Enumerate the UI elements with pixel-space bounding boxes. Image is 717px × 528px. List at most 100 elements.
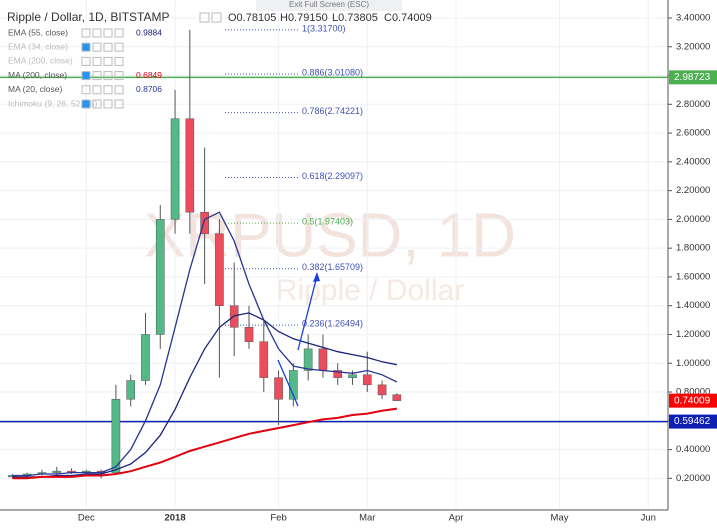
y-tick-label: 3.20000 (676, 41, 710, 52)
candle-body (141, 334, 150, 381)
indicator-icon[interactable] (81, 42, 91, 52)
indicator-line (12, 211, 398, 477)
fullscreen-hint[interactable]: Exit Full Screen (ESC) (289, 0, 369, 9)
price-badge-label: 2.98723 (674, 72, 711, 83)
indicator-name[interactable]: MA (20, close) (8, 84, 62, 94)
ohlc-value: O0.78105 (228, 12, 276, 24)
watermark-name: Ripple / Dollar (276, 274, 464, 307)
y-tick-label: 1.20000 (676, 329, 710, 340)
x-tick-label: 2018 (164, 513, 185, 524)
candle-body (362, 374, 372, 386)
indicator-icon[interactable] (103, 28, 113, 38)
fib-label: 0.236(1.26494) (302, 319, 363, 329)
indicator-icon[interactable] (81, 85, 91, 95)
indicator-icon[interactable] (92, 85, 102, 95)
candle-body (259, 341, 269, 378)
indicator-name[interactable]: EMA (34, close) (8, 41, 68, 51)
fullscreen-button[interactable] (256, 0, 402, 11)
plot: 1(3.31700) 0.886(3.01080) 0.786(2.74221) 0.… (0, 23, 668, 480)
candle-body (392, 394, 402, 401)
indicator-name[interactable]: EMA (200, close) (8, 56, 73, 66)
y-tick-label: 2.00000 (676, 214, 710, 225)
indicator-icon[interactable] (92, 56, 102, 66)
ohlc: O0.78105 H0.79150 L0.73805 C0.74009 (228, 12, 432, 24)
y-tick-label: 0.20000 (676, 473, 710, 484)
candle-body (185, 118, 195, 213)
y-tick-label: 1.80000 (676, 243, 710, 254)
indicator-icon[interactable] (92, 71, 102, 81)
grid (0, 0, 668, 510)
fib-label: 0.382(1.65709) (302, 262, 363, 272)
indicator-icon[interactable] (81, 28, 91, 38)
icon[interactable] (199, 12, 210, 23)
indicator-icon[interactable] (103, 42, 113, 52)
fib-label: 0.886(3.01080) (302, 67, 363, 77)
indicator-line (12, 312, 398, 478)
icon[interactable] (211, 12, 222, 23)
y-tick-label: 0.80000 (676, 387, 710, 398)
indicator-icon[interactable] (92, 28, 102, 38)
arrow-head (313, 272, 320, 282)
candle-body (348, 374, 357, 378)
candle-body (303, 348, 313, 371)
price-badge (669, 70, 717, 85)
candle-body (170, 118, 180, 220)
indicator-icon[interactable] (114, 42, 124, 52)
y-tick-label: 2.20000 (676, 185, 710, 196)
indicator-name[interactable]: MA (200, close) (8, 70, 67, 80)
indicator-name[interactable]: EMA (55, close) (8, 27, 68, 37)
candle-body (126, 380, 136, 400)
indicator-lines (12, 211, 398, 480)
y-tick-label: 1.00000 (676, 358, 710, 369)
candle-body (274, 377, 283, 400)
x-tick-label: Dec (78, 513, 95, 524)
y-tick-label: 2.40000 (676, 156, 710, 167)
candle-body (52, 470, 62, 473)
indicator-icon[interactable] (114, 71, 124, 81)
trend-line (277, 359, 299, 407)
indicator-icon[interactable] (81, 71, 91, 81)
indicator-icon[interactable] (114, 85, 124, 95)
indicator-icon[interactable] (92, 42, 102, 52)
indicator-icon[interactable] (114, 56, 124, 66)
candle-body (215, 233, 224, 306)
indicator-icon[interactable] (114, 28, 124, 38)
chart-title: Ripple / Dollar, 1D, BITSTAMP (7, 10, 170, 24)
ohlc-value: H0.79150 (280, 12, 328, 24)
indicator-name[interactable]: Ichimoku (9, 26, 52, 26) (8, 98, 97, 108)
y-tick-label: 3.40000 (676, 12, 710, 23)
candle-body (244, 327, 254, 342)
indicator-icon[interactable] (103, 71, 113, 81)
arrow-line (297, 275, 318, 351)
ohlc-value: C0.74009 (384, 12, 432, 24)
x-tick-label: Feb (270, 513, 286, 524)
candle-body (111, 398, 121, 473)
indicator-icon[interactable] (103, 85, 113, 95)
y-tick-label: 2.60000 (676, 128, 710, 139)
fib-label: 0.5(1.97403) (302, 217, 353, 227)
candle-body (377, 384, 387, 396)
candle-body (333, 370, 343, 378)
candle-body (155, 219, 165, 335)
price-badge (669, 393, 717, 408)
indicator-icon[interactable] (114, 99, 124, 109)
x-tick-label: Mar (359, 513, 375, 524)
x-tick-label: Apr (449, 513, 464, 524)
indicator-icon[interactable] (92, 99, 102, 109)
indicator-value: 0.9884 (136, 27, 162, 37)
y-tick-label: 0.40000 (676, 444, 710, 455)
drawings (277, 272, 320, 407)
indicator-icon[interactable] (103, 56, 113, 66)
y-tick-label: 1.60000 (676, 271, 710, 282)
indicator-icon[interactable] (81, 56, 91, 66)
indicator-icon[interactable] (81, 99, 91, 109)
fib-label: 0.786(2.74221) (302, 106, 363, 116)
axes: 0.200000.400000.600000.800001.000001.200… (78, 12, 717, 524)
x-tick-label: Jun (641, 513, 656, 524)
indicator-icon[interactable] (103, 99, 113, 109)
price-badge (669, 414, 717, 429)
x-tick-label: May (551, 513, 569, 524)
header: Exit Full Screen (ESC) Ripple / Dollar, … (7, 0, 432, 24)
legend: EMA (55, close) 0.9884 EMA (34, close) EMA … (8, 27, 162, 109)
